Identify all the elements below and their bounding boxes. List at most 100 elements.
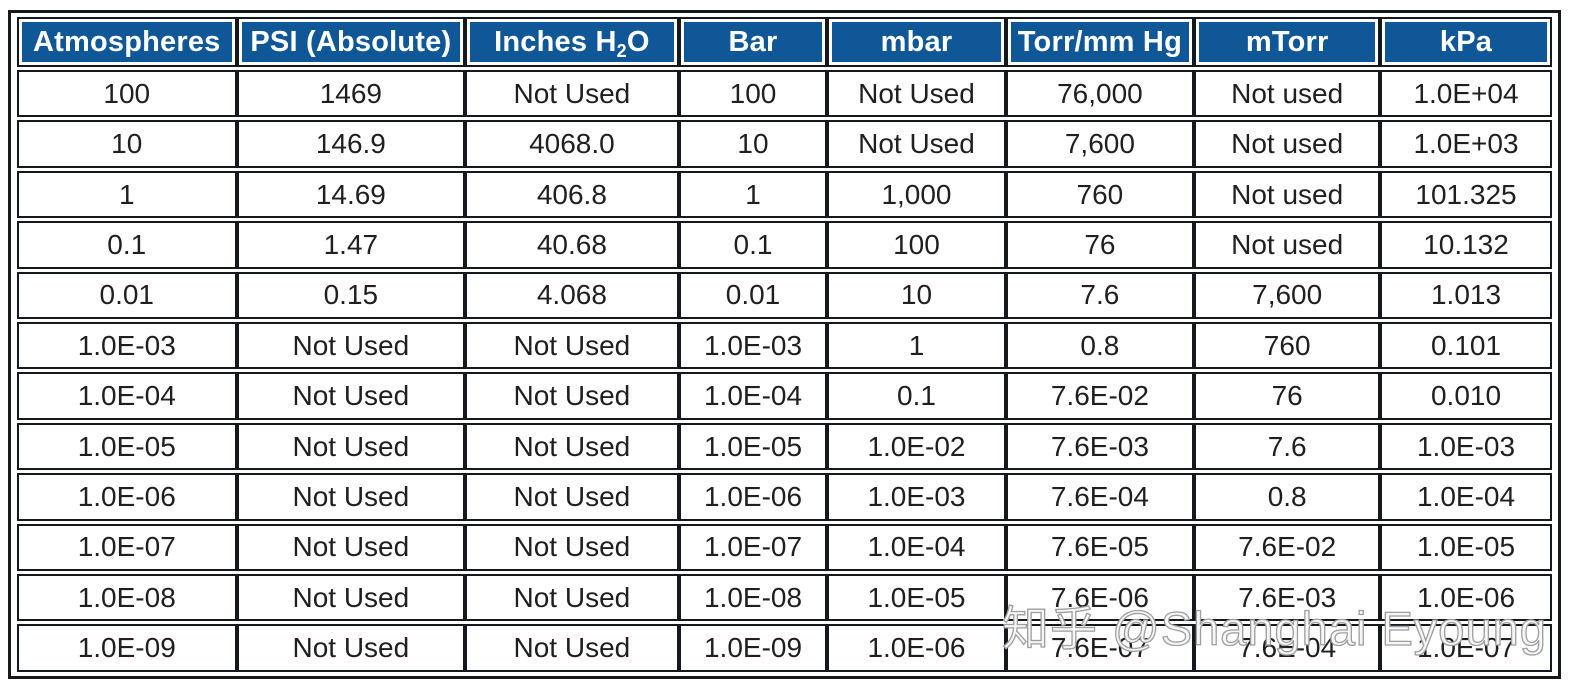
table-cell: Not used [1194,170,1381,219]
table-cell: 7.6E-07 [1005,624,1195,672]
table-cell: Not Used [236,322,466,370]
table-cell: 10 [827,271,1006,320]
column-header-mtorr: mTorr [1194,17,1381,67]
table-cell: 0.010 [1380,372,1552,420]
table-row: 1.0E-05 Not Used Not Used 1.0E-05 1.0E-02 7.6… [17,422,1552,471]
table-cell: 760 [1005,170,1195,219]
table-cell: 7.6E-03 [1005,422,1195,471]
table-cell: 7,600 [1194,271,1381,320]
table-cell: Not Used [236,574,466,622]
column-header-psi-absolute: PSI (Absolute) [236,17,466,67]
table-cell: Not Used [465,372,679,420]
table-cell: 1.0E-06 [827,624,1006,672]
column-header-mbar: mbar [827,17,1006,67]
table-cell: 0.15 [236,271,466,320]
table-cell: Not Used [465,422,679,471]
table-row: 10 146.9 4068.0 10 Not Used 7,600 Not used 1.0E… [17,120,1552,168]
table-row: 100 1469 Not Used 100 Not Used 76,000 Not used… [17,70,1552,118]
table-cell: Not used [1194,70,1381,118]
table-row: 1.0E-09 Not Used Not Used 1.0E-09 1.0E-06 7.6… [17,624,1552,672]
table-cell: 1.0E-06 [1380,574,1552,622]
table-cell: Not Used [236,523,466,572]
table-cell: 7.6E-02 [1194,523,1381,572]
table-row: 1.0E-06 Not Used Not Used 1.0E-06 1.0E-03 7.6… [17,473,1552,521]
table-row: 1.0E-08 Not Used Not Used 1.0E-08 1.0E-05 7.6… [17,574,1552,622]
table-cell: Not Used [465,574,679,622]
table-cell: Not Used [827,120,1006,168]
table-cell: Not Used [236,473,466,521]
table-cell: 1.013 [1380,271,1552,320]
table-cell: 1 [678,170,828,219]
table-cell: Not Used [236,372,466,420]
table-cell: 4.068 [465,271,679,320]
table-cell: 1.0E-07 [1380,624,1552,672]
table-cell: Not used [1194,221,1381,269]
table-cell: 1.0E-04 [827,523,1006,572]
column-header-torr-mmhg: Torr/mm Hg [1005,17,1195,67]
table-cell: Not Used [236,624,466,672]
table-cell: 1.0E+04 [1380,70,1552,118]
column-header-inches-h2o: Inches H2O [465,17,679,67]
table-cell: 10 [17,120,237,168]
table-cell: 7.6E-02 [1005,372,1195,420]
column-header-kpa: kPa [1380,17,1552,67]
table-cell: 1 [17,170,237,219]
table-cell: 76 [1194,372,1381,420]
table-cell: 1 [827,322,1006,370]
subscript-2: 2 [616,40,627,61]
table-cell: 1.0E-05 [678,422,828,471]
table-cell: 4068.0 [465,120,679,168]
table-cell: 101.325 [1380,170,1552,219]
table-cell: 7.6E-04 [1005,473,1195,521]
column-header-bar: Bar [678,17,828,67]
table-cell: 1.0E-06 [678,473,828,521]
table-cell: 0.1 [17,221,237,269]
table-row: 1.0E-04 Not Used Not Used 1.0E-04 0.1 7.6E-02… [17,372,1552,420]
table-cell: 1.0E-09 [17,624,237,672]
table-cell: 7,600 [1005,120,1195,168]
table-cell: 7.6 [1194,422,1381,471]
table-cell: Not Used [465,624,679,672]
table-cell: 100 [827,221,1006,269]
table-cell: 0.8 [1005,322,1195,370]
table-cell: 1.0E+03 [1380,120,1552,168]
table-cell: 146.9 [236,120,466,168]
table-cell: 7.6 [1005,271,1195,320]
table-cell: Not Used [236,422,466,471]
table-cell: Not Used [465,322,679,370]
header-text: Inches H [494,25,617,58]
table-cell: 0.8 [1194,473,1381,521]
table-cell: 7.6E-03 [1194,574,1381,622]
table-cell: 76 [1005,221,1195,269]
table-row: 0.01 0.15 4.068 0.01 10 7.6 7,600 1.013 [17,271,1552,320]
table-header-row: Atmospheres PSI (Absolute) Inches H2O Ba… [17,17,1552,67]
table-frame: Atmospheres PSI (Absolute) Inches H2O Ba… [8,10,1561,679]
table-cell: 1.0E-06 [17,473,237,521]
table-cell: 1.0E-08 [17,574,237,622]
table-cell: 1469 [236,70,466,118]
table-body: 100 1469 Not Used 100 Not Used 76,000 Not used… [17,70,1552,672]
table-cell: 1.0E-07 [678,523,828,572]
table-cell: 1.0E-05 [827,574,1006,622]
table-row: 1.0E-03 Not Used Not Used 1.0E-03 1 0.8 760 0.1… [17,322,1552,370]
table-cell: 0.1 [678,221,828,269]
table-cell: Not Used [465,523,679,572]
table-cell: 10 [678,120,828,168]
header-text: O [626,25,650,58]
table-cell: 14.69 [236,170,466,219]
table-cell: 1.0E-05 [1380,523,1552,572]
table-cell: 1.0E-05 [17,422,237,471]
table-cell: 1.0E-04 [1380,473,1552,521]
table-cell: 1.0E-09 [678,624,828,672]
table-cell: 1.0E-03 [17,322,237,370]
table-cell: 1.0E-03 [827,473,1006,521]
table-cell: Not used [1194,120,1381,168]
table-cell: 1.0E-03 [1380,422,1552,471]
table-cell: Not Used [465,70,679,118]
table-cell: 0.1 [827,372,1006,420]
table-cell: 1.0E-02 [827,422,1006,471]
table-cell: 7.6E-06 [1005,574,1195,622]
table-cell: 0.101 [1380,322,1552,370]
table-cell: 100 [678,70,828,118]
table-cell: 7.6E-05 [1005,523,1195,572]
